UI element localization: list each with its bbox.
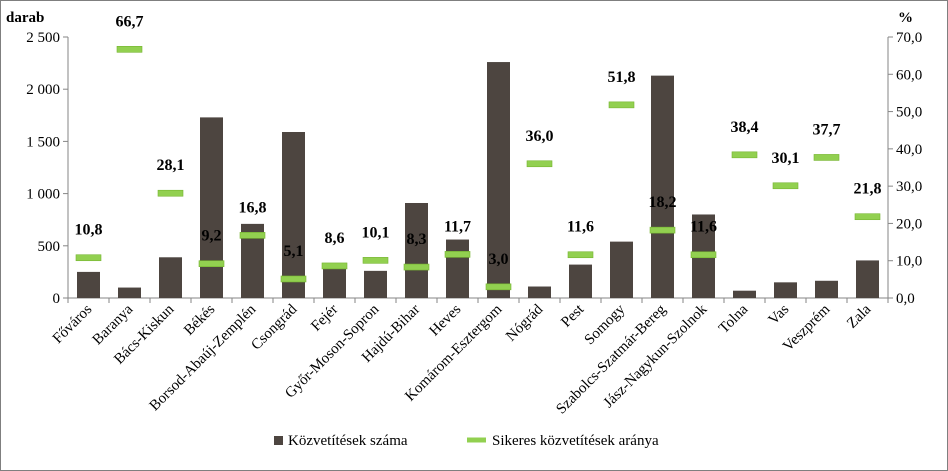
rate-marker <box>608 101 635 109</box>
data-label: 16,8 <box>239 199 267 216</box>
rate-marker <box>526 160 553 168</box>
category-label: Heves <box>426 301 464 339</box>
rate-marker <box>239 232 266 239</box>
bars <box>77 62 879 299</box>
legend: Közvetítések száma Sikeres közvetítések … <box>274 433 659 449</box>
right-tick-label: 30,0 <box>896 179 922 195</box>
left-tick-label: 2 000 <box>26 82 60 98</box>
data-label: 38,4 <box>731 119 759 136</box>
bar <box>610 241 633 298</box>
rate-marker <box>157 189 184 197</box>
bar <box>487 62 510 298</box>
data-label: 66,7 <box>116 13 144 30</box>
right-tick-label: 60,0 <box>896 67 922 83</box>
rate-marker <box>731 151 758 159</box>
bar <box>282 132 305 298</box>
bar <box>159 257 182 298</box>
rate-marker <box>116 46 143 53</box>
category-label: Főváros <box>50 301 96 347</box>
right-tick-label: 10,0 <box>896 254 922 270</box>
data-label: 9,2 <box>202 228 222 245</box>
rate-marker <box>280 275 307 283</box>
category-label: Fejér <box>308 302 341 335</box>
rate-marker <box>813 154 840 161</box>
rate-marker <box>362 257 389 264</box>
bar <box>323 267 346 298</box>
bar <box>528 286 551 298</box>
data-label: 30,1 <box>772 150 800 167</box>
rate-marker <box>485 283 512 291</box>
right-tick-label: 20,0 <box>896 216 922 232</box>
labels: 10,8 66,7 28,1 9,2 16,8 5,1 8,6 10,1 8,3 11,7 3,0 3… <box>75 13 882 268</box>
data-label: 11,6 <box>690 219 717 236</box>
left-tick-label: 1 000 <box>26 187 60 203</box>
markers <box>75 46 881 291</box>
data-label: 10,1 <box>362 224 390 241</box>
category-label: Békés <box>181 301 218 338</box>
data-label: 10,8 <box>75 222 103 239</box>
bar <box>856 260 879 298</box>
category-label: Pest <box>558 301 588 331</box>
right-axis-unit: % <box>898 10 913 26</box>
bar <box>815 280 838 298</box>
rate-marker <box>567 251 594 259</box>
bar <box>200 117 223 298</box>
category-label: Csongrád <box>248 301 300 353</box>
bar <box>774 282 797 298</box>
left-tick-label: 0 <box>53 291 61 307</box>
data-label: 5,1 <box>284 243 304 260</box>
bar <box>118 287 141 298</box>
data-label: 21,8 <box>854 181 882 198</box>
category-label: Vas <box>766 301 793 328</box>
legend-bar-label: Közvetítések száma <box>288 433 408 449</box>
category-label: Tolna <box>716 301 752 337</box>
data-label: 11,6 <box>567 219 594 236</box>
data-label: 8,3 <box>407 231 427 248</box>
data-label: 8,6 <box>325 230 345 247</box>
category-label: Zala <box>844 301 874 331</box>
right-tick-label: 70,0 <box>896 30 922 46</box>
left-axis-unit: darab <box>6 10 44 26</box>
data-label: 37,7 <box>813 121 841 138</box>
legend-bar-swatch <box>274 436 283 445</box>
data-label: 51,8 <box>608 69 636 86</box>
bar <box>569 264 592 298</box>
data-label: 36,0 <box>526 128 554 145</box>
data-label: 3,0 <box>489 251 509 268</box>
bar <box>364 270 387 298</box>
right-tick-label: 50,0 <box>896 105 922 121</box>
bar <box>651 75 674 299</box>
rate-marker <box>649 226 676 234</box>
bar <box>733 290 756 298</box>
rate-marker <box>75 254 102 262</box>
bar <box>405 202 428 298</box>
data-label: 11,7 <box>444 218 471 235</box>
rate-marker <box>854 213 881 221</box>
legend-marker-label: Sikeres közvetítések aránya <box>492 433 659 449</box>
left-tick-label: 1 500 <box>26 134 60 150</box>
right-tick-label: 0,0 <box>896 291 915 307</box>
rate-marker <box>403 263 430 271</box>
right-tick-label: 40,0 <box>896 142 922 158</box>
rate-marker <box>444 251 471 258</box>
left-tick-label: 2 500 <box>26 30 60 46</box>
rate-marker <box>321 262 348 270</box>
left-tick-label: 500 <box>38 239 61 255</box>
bar <box>241 223 264 298</box>
bar <box>77 271 100 298</box>
data-label: 18,2 <box>649 194 677 211</box>
bar <box>446 239 469 298</box>
rate-marker <box>690 251 717 259</box>
axes: 0 500 1 000 1 500 2 000 2 500 0,0 10,0 20,0 30,0 4… <box>26 30 922 417</box>
data-label: 28,1 <box>157 157 185 174</box>
category-label: Nógrád <box>503 301 546 344</box>
rate-marker <box>198 260 225 267</box>
rate-marker <box>772 182 799 190</box>
